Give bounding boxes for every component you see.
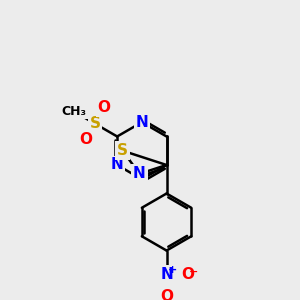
- Text: N: N: [160, 267, 173, 282]
- Text: O: O: [160, 289, 173, 300]
- Text: O: O: [98, 100, 111, 115]
- Text: −: −: [189, 266, 199, 277]
- Text: O: O: [79, 132, 92, 147]
- Text: S: S: [89, 116, 100, 131]
- Text: +: +: [168, 265, 177, 275]
- Text: N: N: [133, 166, 146, 181]
- Text: N: N: [111, 158, 124, 172]
- Text: O: O: [182, 267, 194, 282]
- Text: CH₃: CH₃: [61, 105, 86, 118]
- Text: S: S: [117, 143, 128, 158]
- Text: N: N: [136, 115, 148, 130]
